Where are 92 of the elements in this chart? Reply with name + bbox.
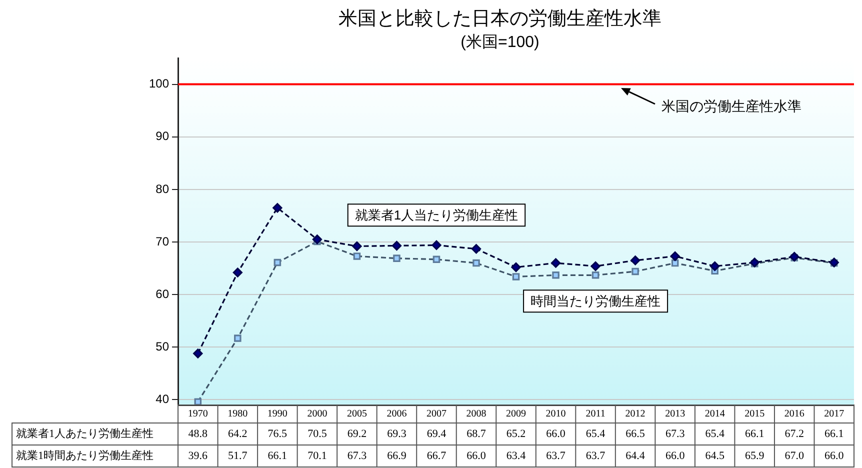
data-label: 69.2 [347, 428, 367, 440]
y-tick-label: 80 [156, 182, 170, 196]
point [671, 259, 679, 267]
data-label: 66.9 [387, 450, 407, 462]
point [393, 254, 400, 262]
y-tick-label: 40 [156, 392, 170, 406]
x-tick-label: 1980 [228, 408, 248, 420]
data-label: 65.4 [586, 428, 606, 440]
data-label: 66.5 [626, 428, 646, 440]
point [550, 258, 561, 268]
y-tick-label: 50 [156, 339, 170, 354]
x-tick-label: 2016 [784, 408, 804, 420]
point [274, 258, 282, 266]
series-label: 就業者1人当たり労働生産性 [354, 208, 518, 223]
data-label: 67.2 [784, 428, 804, 440]
y-tick-label: 70 [156, 234, 170, 248]
data-label: 63.7 [546, 450, 566, 462]
x-tick-label: 2007 [426, 408, 446, 420]
point [432, 256, 440, 263]
x-tick-label: 2010 [546, 408, 566, 420]
point [352, 241, 362, 252]
point [193, 348, 203, 358]
point [272, 203, 282, 213]
point [592, 272, 600, 279]
data-label: 66.0 [466, 450, 486, 462]
data-label: 68.7 [466, 428, 486, 440]
data-label: 65.9 [744, 450, 765, 462]
x-tick-label: 2000 [307, 408, 328, 420]
series-label: 時間当たり労働生産性 [530, 294, 661, 309]
data-label: 66.1 [824, 428, 844, 440]
data-label: 63.4 [506, 450, 526, 462]
point [353, 252, 361, 260]
data-label: 76.5 [268, 428, 288, 440]
x-tick-label: 2008 [466, 408, 486, 420]
point [512, 273, 520, 280]
x-tick-label: 1990 [267, 408, 288, 420]
point [670, 251, 680, 262]
data-label: 65.2 [506, 428, 526, 440]
x-tick-label: 2006 [386, 408, 407, 420]
chart-subtitle: (米国=100) [460, 32, 540, 51]
point [710, 261, 720, 271]
point [392, 240, 402, 250]
x-tick-label: 2017 [824, 408, 844, 420]
data-label: 66.1 [268, 450, 288, 462]
text: 就業者1人あたり労働生産性 [16, 426, 154, 440]
data-label: 66.0 [546, 428, 566, 440]
x-tick-label: 2014 [704, 408, 725, 420]
data-label: 64.2 [228, 428, 248, 440]
data-label: 51.7 [228, 450, 248, 462]
x-tick-label: 1970 [188, 408, 208, 420]
data-label: 65.4 [705, 428, 725, 440]
x-tick-label: 2011 [586, 408, 606, 420]
data-label: 39.6 [188, 450, 208, 462]
x-tick-label: 2013 [665, 408, 686, 420]
data-label: 70.5 [308, 428, 328, 440]
x-tick-label: 2009 [506, 408, 526, 420]
data-label: 67.3 [665, 428, 686, 440]
point [511, 262, 521, 272]
data-label: 63.7 [586, 450, 606, 462]
point [234, 334, 242, 342]
point [552, 272, 560, 279]
point [630, 256, 640, 266]
ref-line-label: 米国の労働生産性水準 [661, 98, 802, 114]
point [590, 261, 600, 271]
x-tick-label: 2005 [346, 408, 367, 420]
point [632, 268, 639, 276]
data-label: 66.0 [824, 450, 844, 462]
point [471, 244, 482, 254]
x-tick-label: 2012 [625, 408, 646, 420]
data-label: 66.1 [744, 428, 764, 440]
point [194, 398, 202, 405]
point [472, 259, 480, 267]
y-tick-label: 100 [148, 76, 170, 91]
y-tick-label: 90 [156, 129, 170, 144]
data-label: 66.7 [426, 450, 447, 462]
point [432, 240, 442, 250]
point [790, 252, 800, 262]
chart-title: 米国と比較した日本の労働生産性水準 [338, 8, 662, 30]
data-label: 64.5 [705, 450, 725, 462]
data-label: 70.1 [308, 450, 327, 462]
text: 就業1時間あたり労働生産性 [16, 448, 154, 462]
data-label: 48.8 [188, 428, 208, 440]
point [312, 234, 322, 244]
data-label: 64.4 [626, 450, 646, 462]
data-label: 67.0 [784, 450, 804, 462]
point [232, 268, 242, 278]
x-tick-label: 2015 [744, 408, 765, 420]
data-label: 66.0 [665, 450, 686, 462]
data-label: 69.4 [426, 428, 447, 440]
data-label: 69.3 [387, 428, 407, 440]
y-tick-label: 60 [156, 286, 170, 301]
data-label: 67.3 [347, 450, 368, 462]
